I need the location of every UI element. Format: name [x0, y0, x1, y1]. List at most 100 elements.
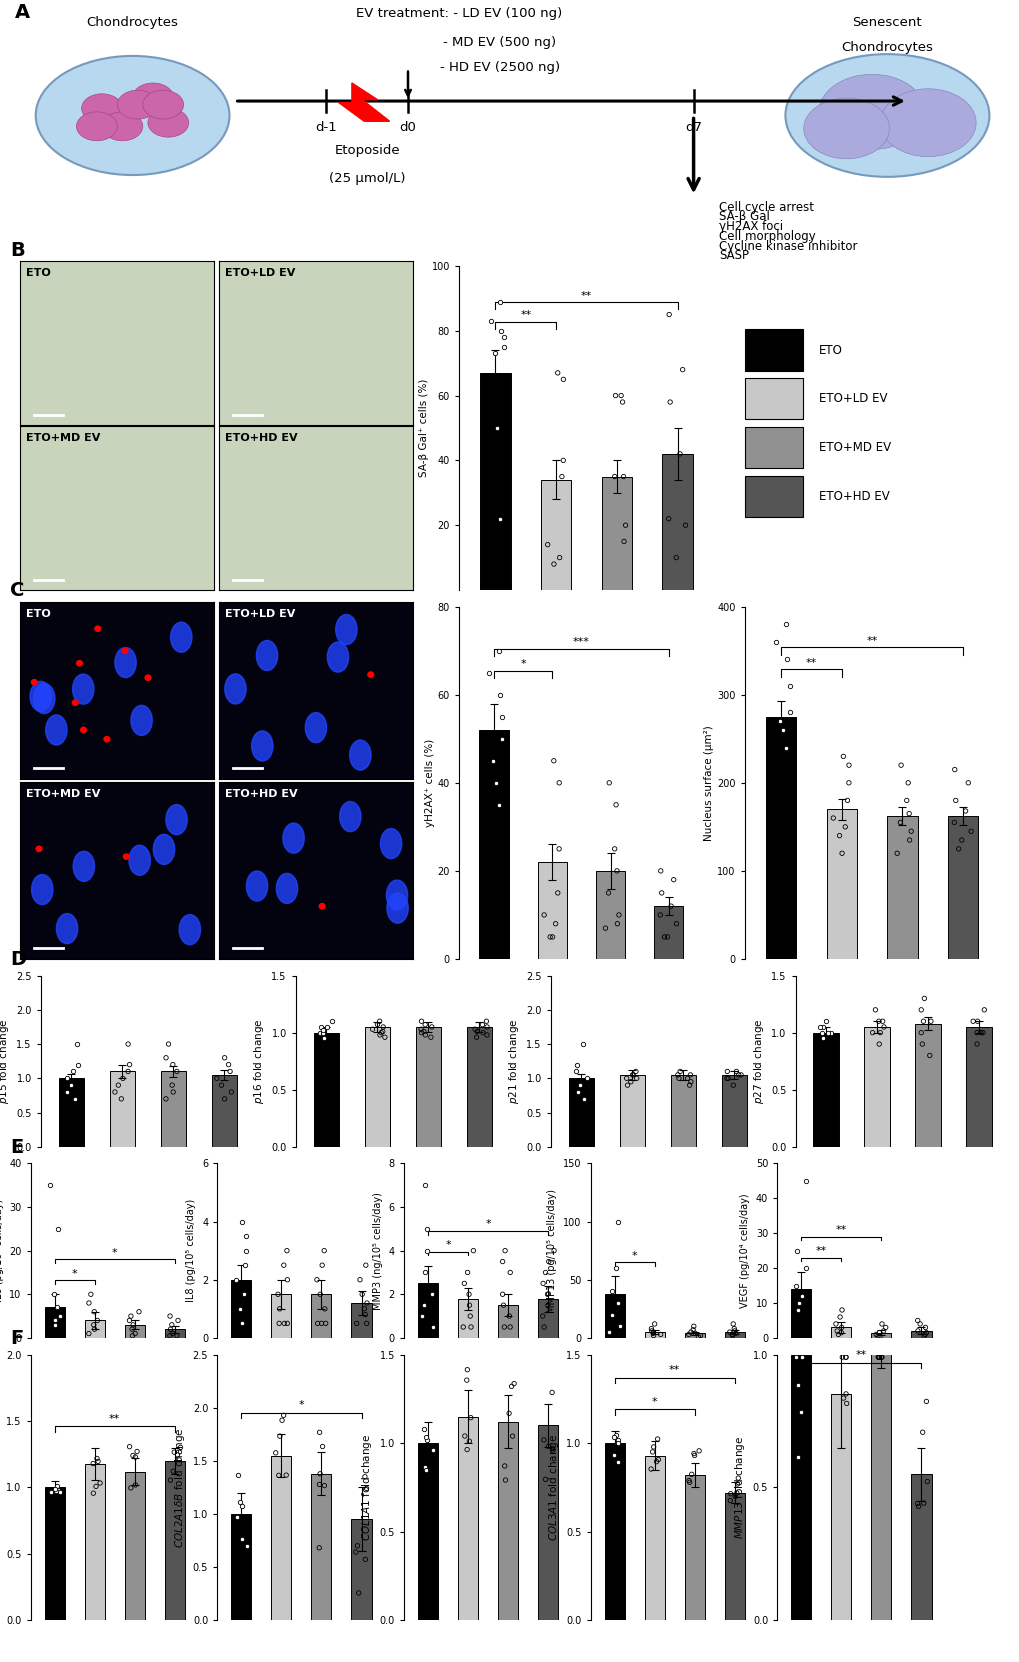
Point [892, 751, 908, 778]
Point [543, 1379, 559, 1406]
Point [540, 1433, 556, 1459]
Point [315, 1019, 331, 1045]
Point [660, 301, 677, 327]
Point [957, 798, 973, 824]
Point [730, 1062, 746, 1089]
Text: γH2AX foci: γH2AX foci [718, 219, 783, 233]
Point [347, 1539, 364, 1566]
Point [47, 1476, 63, 1502]
Text: D: D [10, 951, 26, 969]
Point [493, 703, 510, 730]
Bar [947, 816, 977, 959]
Point [658, 924, 675, 951]
Point [870, 1007, 887, 1034]
Point [124, 1443, 141, 1469]
Point [643, 1315, 659, 1341]
Point [549, 879, 566, 906]
Point [49, 1473, 65, 1499]
Point [788, 1273, 804, 1300]
Point [270, 1281, 286, 1308]
Point [644, 1320, 660, 1346]
Point [921, 1042, 937, 1069]
Point [234, 1526, 251, 1552]
Point [718, 1059, 735, 1085]
Point [123, 1316, 140, 1343]
Point [915, 1489, 931, 1516]
Point [790, 1444, 806, 1471]
Ellipse shape [34, 683, 55, 713]
Bar [124, 1471, 145, 1620]
Point [837, 1345, 853, 1371]
Point [539, 532, 555, 558]
Bar [765, 716, 796, 959]
Point [568, 1052, 584, 1079]
Point [917, 1320, 933, 1346]
Point [311, 1019, 327, 1045]
Y-axis label: IL8 (pg/10⁵ cells/day): IL8 (pg/10⁵ cells/day) [186, 1198, 197, 1303]
Point [158, 1085, 174, 1112]
Y-axis label: VEGF (pg/10⁴ cells/day): VEGF (pg/10⁴ cells/day) [740, 1193, 750, 1308]
Point [417, 1454, 433, 1481]
Ellipse shape [179, 914, 201, 944]
Point [231, 1489, 248, 1516]
Point [234, 1208, 251, 1235]
Point [165, 1079, 181, 1105]
Point [373, 1019, 389, 1045]
Point [653, 879, 669, 906]
Point [86, 1479, 102, 1506]
Point [162, 1468, 178, 1494]
Ellipse shape [335, 615, 357, 645]
Point [609, 1429, 626, 1456]
Point [537, 1260, 553, 1286]
Point [864, 1019, 880, 1045]
Bar [870, 1333, 891, 1338]
Point [52, 1303, 68, 1330]
Point [725, 1311, 741, 1338]
Point [418, 1423, 434, 1449]
Circle shape [143, 90, 183, 120]
Text: Senescent: Senescent [852, 17, 921, 28]
Point [680, 1468, 696, 1494]
Bar [458, 1416, 478, 1620]
Point [354, 1281, 370, 1308]
Point [914, 1007, 930, 1034]
Point [495, 334, 512, 361]
Point [534, 1303, 550, 1330]
Point [603, 1301, 620, 1328]
Point [495, 324, 512, 351]
Point [609, 1208, 626, 1235]
Point [946, 809, 962, 836]
Text: - HD EV (2500 ng): - HD EV (2500 ng) [439, 61, 559, 75]
Point [500, 1303, 517, 1330]
Point [81, 1320, 97, 1346]
Point [271, 1423, 287, 1449]
Point [968, 1030, 984, 1057]
Point [606, 464, 623, 490]
Point [792, 1399, 808, 1426]
Point [160, 1030, 176, 1057]
Point [685, 1441, 701, 1468]
Text: ETO+HD EV: ETO+HD EV [225, 789, 298, 799]
Text: EV treatment: - LD EV (100 ng): EV treatment: - LD EV (100 ng) [356, 7, 561, 20]
Point [413, 1007, 429, 1034]
Point [615, 529, 632, 555]
Point [416, 1291, 432, 1318]
Text: ETO+LD EV: ETO+LD EV [225, 268, 296, 278]
Point [600, 879, 616, 906]
Point [233, 1492, 250, 1519]
Text: **: ** [109, 1414, 120, 1424]
Point [660, 505, 677, 532]
Point [459, 1260, 475, 1286]
Circle shape [148, 108, 189, 138]
Point [490, 637, 506, 663]
Point [814, 1025, 830, 1052]
Y-axis label: $\it{p21}$ fold change: $\it{p21}$ fold change [506, 1019, 521, 1104]
Text: *: * [520, 660, 526, 670]
Point [721, 1481, 738, 1507]
Point [497, 1468, 514, 1494]
Point [576, 1085, 592, 1112]
Point [570, 1079, 586, 1105]
Point [554, 366, 571, 392]
Point [69, 1030, 86, 1057]
Point [866, 997, 882, 1024]
